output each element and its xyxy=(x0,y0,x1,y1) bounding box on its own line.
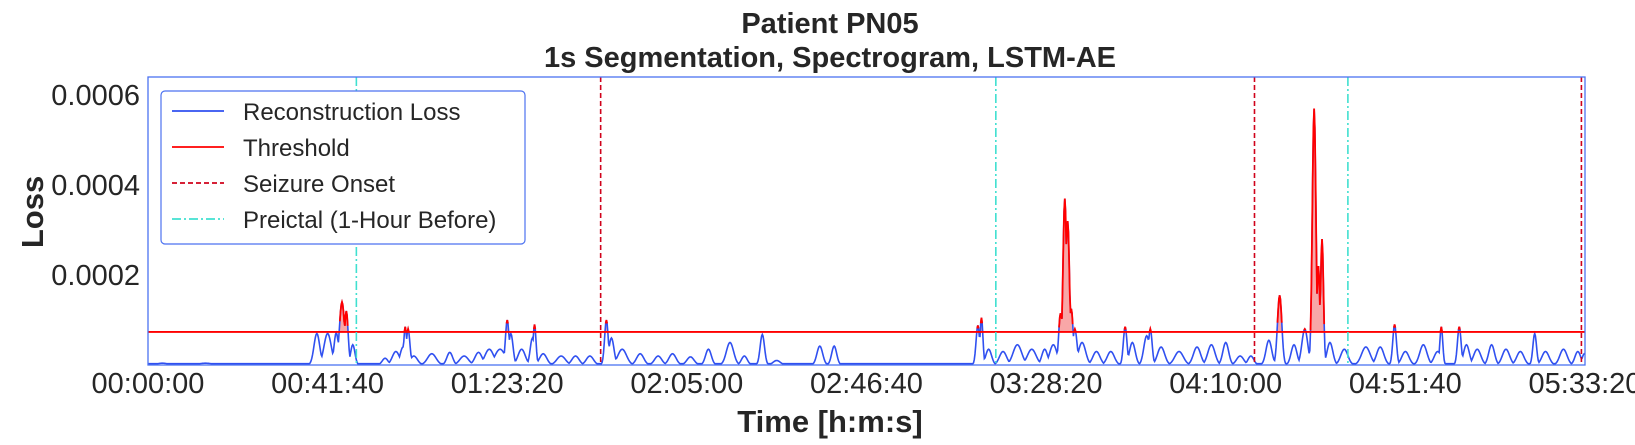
x-tick-label: 02:46:40 xyxy=(810,368,923,400)
x-tick-label: 00:00:00 xyxy=(92,368,205,400)
legend-label: Reconstruction Loss xyxy=(243,99,460,126)
x-ticks: 00:00:00 00:41:40 01:23:20 02:05:00 02:46:40… xyxy=(92,368,1635,400)
plot-frame xyxy=(147,76,1586,366)
x-axis-label: Time [h:m:s] xyxy=(737,404,922,439)
legend-box xyxy=(160,90,526,245)
legend-label: Seizure Onset xyxy=(243,171,395,198)
y-tick-label: 0.0006 xyxy=(51,80,140,112)
legend-label: Threshold xyxy=(243,135,350,162)
legend-label: Preictal (1-Hour Before) xyxy=(243,207,496,234)
plot-area xyxy=(148,77,1586,365)
x-tick-label: 05:33:20 xyxy=(1529,368,1635,400)
y-ticks: 0.0002 0.0004 0.0006 xyxy=(51,80,140,292)
series-line-above-threshold xyxy=(338,108,1461,332)
x-tick-label: 01:23:20 xyxy=(451,368,564,400)
x-tick-label: 04:51:40 xyxy=(1349,368,1462,400)
y-tick-label: 0.0004 xyxy=(51,170,140,202)
x-tick-label: 02:05:00 xyxy=(630,368,743,400)
y-axis-label: Loss xyxy=(15,176,50,248)
legend: Reconstruction Loss Threshold Seizure Onse… xyxy=(160,90,526,245)
chart-title: Patient PN05 xyxy=(741,8,918,40)
y-tick-label: 0.0002 xyxy=(51,260,140,292)
x-tick-label: 00:41:40 xyxy=(271,368,384,400)
x-tick-label: 04:10:00 xyxy=(1169,368,1282,400)
chart-subtitle: 1s Segmentation, Spectrogram, LSTM-AE xyxy=(544,42,1116,74)
series-line-reconstruction-loss xyxy=(148,108,1586,365)
x-tick-label: 03:28:20 xyxy=(990,368,1103,400)
